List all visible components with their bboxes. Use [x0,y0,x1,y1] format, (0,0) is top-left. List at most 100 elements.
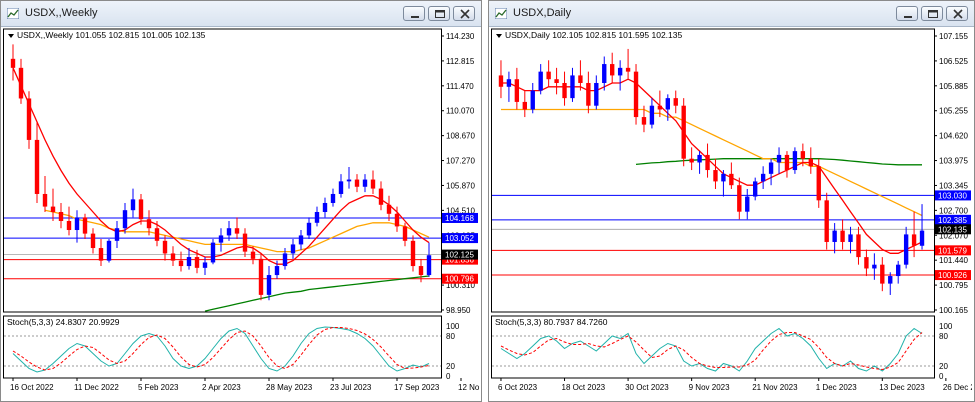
y-tick-label: 111.470 [446,82,474,91]
level-label-box [442,233,478,244]
x-tick-label: 11 Dec 2022 [74,383,119,392]
chart-window-weekly[interactable]: USDX,,Weekly 114.230 112.815 111.470 110.07… [0,0,482,402]
candle-body [816,166,821,201]
stoch-pane-frame [3,315,442,379]
candle-body [418,266,424,276]
candle-body [66,221,72,231]
y-tick-label: 102.700 [939,206,968,215]
candle-body [314,211,320,223]
candle-body [649,105,655,125]
candle-body [514,79,520,102]
candle-body [753,181,758,197]
candle-body [880,264,885,284]
level-label: 100.926 [938,271,967,280]
x-tick-label: 1 Dec 2023 [816,383,857,392]
window-titlebar[interactable]: USDX,Daily [489,1,974,27]
candle-body [697,154,702,163]
candle-body [768,162,774,174]
candle-body [274,266,280,276]
y-tick-label: 106.525 [939,57,968,66]
candle-body [546,71,551,80]
candle-body [170,253,176,261]
minimize-icon [411,16,419,18]
y-tick-label: 100.795 [939,281,968,290]
candle-body [570,75,575,99]
level-label: 100.796 [445,275,474,284]
candle-body [498,75,504,87]
candle-body [138,199,144,220]
maximize-button[interactable] [428,6,450,21]
candle-body [18,67,24,99]
chart-icon [7,8,19,19]
level-label: 103.052 [445,234,474,243]
x-tick-label: 6 Oct 2023 [498,383,538,392]
candle-body [848,234,853,242]
y-tick-label: 105.870 [446,181,475,190]
candle-body [888,276,893,284]
main-pane-frame [491,28,935,313]
bid-label: 102.135 [938,225,967,234]
candle-body [178,260,184,267]
weekly-chart[interactable]: 114.230 112.815 111.470 110.070 108.670 107.2… [3,28,479,400]
candle-body [186,257,192,267]
close-icon [953,9,963,19]
level-label-box [935,214,971,225]
candle-body [705,154,710,171]
candle-body [226,228,232,236]
stoch-tick-label: 0 [939,372,944,381]
y-tick-label: 107.155 [939,32,968,41]
bid-label-box [442,249,478,260]
y-tick-label: 103.345 [939,181,968,190]
window-title: USDX,,Weekly [25,7,98,19]
candle-body [689,158,694,163]
candle-body [745,196,750,212]
candle-body [911,234,917,246]
candle-body [130,199,136,211]
candle-body [338,181,344,194]
x-tick-label: 5 Feb 2023 [138,383,179,392]
y-tick-label: 100.310 [446,281,475,290]
stoch-tick-label: 100 [446,322,460,331]
window-title: USDX,Daily [513,7,572,19]
candle-body [625,67,631,72]
candle-body [242,233,248,252]
candle-body [210,242,216,263]
bid-label: 102.125 [445,251,474,260]
chart-window-daily[interactable]: USDX,Daily 107.155 106.525 105.885 105.255 1… [488,0,975,402]
maximize-icon [435,10,445,18]
candle-body [42,193,48,207]
x-tick-label: 17 Sep 2023 [394,383,440,392]
close-button[interactable] [453,6,475,21]
candle-body [410,240,416,267]
candle-body [386,204,392,214]
window-titlebar[interactable]: USDX,,Weekly [1,1,481,27]
minimize-button[interactable] [896,6,918,21]
level-label-box [442,254,478,265]
candle-body [681,105,686,159]
candle-body [665,98,670,110]
close-icon [460,9,470,19]
minimize-button[interactable] [403,6,425,21]
stoch-tick-label: 0 [446,372,451,381]
candle-body [26,98,32,140]
x-tick-label: 21 Nov 2023 [752,383,798,392]
level-label: 104.168 [445,214,474,223]
candle-body [903,234,909,265]
chart-icon [495,8,507,19]
candle-body [673,98,678,106]
ma-line-red [12,67,430,265]
daily-chart[interactable]: 107.155 106.525 105.885 105.255 104.620 103.9… [491,28,972,400]
level-label-box [935,190,971,201]
x-tick-label: 26 Dec 2023 [943,383,972,392]
y-tick-label: 108.670 [446,132,475,141]
candle-body [729,173,734,186]
candle-body [856,234,861,258]
candle-body [34,139,40,194]
candle-body [50,206,56,212]
close-button[interactable] [946,6,968,21]
maximize-button[interactable] [921,6,943,21]
stoch-signal-line [500,332,923,371]
stoch-tick-label: 80 [446,332,455,341]
level-label-box [442,212,478,223]
stoch-main-line [12,326,430,373]
